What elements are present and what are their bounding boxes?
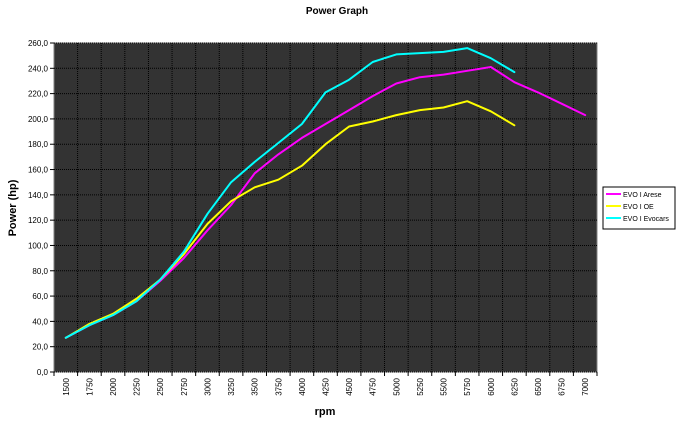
x-tick-label: 3750 bbox=[274, 377, 283, 395]
x-tick-label: 6250 bbox=[510, 377, 519, 395]
legend-label: EVO I OE bbox=[623, 204, 654, 211]
y-tick-label: 200,0 bbox=[28, 115, 49, 124]
series-line-evo-i-oe bbox=[64, 100, 516, 339]
legend: EVO I Arese EVO I OE EVO I Evocars bbox=[602, 186, 676, 230]
y-tick-label: 180,0 bbox=[28, 140, 49, 149]
x-tick-label: 4000 bbox=[298, 377, 307, 395]
x-tick-label: 1750 bbox=[85, 377, 94, 395]
x-tick-label: 4250 bbox=[322, 377, 331, 395]
x-tick-label: 1500 bbox=[62, 377, 71, 395]
x-tick-label: 6000 bbox=[487, 377, 496, 395]
x-tick-label: 2750 bbox=[180, 377, 189, 395]
x-tick-label: 4750 bbox=[369, 377, 378, 395]
y-tick-label: 120,0 bbox=[28, 216, 49, 225]
plot-area bbox=[53, 42, 598, 373]
y-tick-label: 160,0 bbox=[28, 166, 49, 175]
legend-label: EVO I Evocars bbox=[623, 216, 669, 223]
legend-label: EVO I Arese bbox=[623, 192, 662, 199]
y-tick-label: 100,0 bbox=[28, 241, 49, 250]
x-tick-label: 2250 bbox=[133, 377, 142, 395]
series-layer bbox=[64, 47, 587, 339]
x-axis-title: rpm bbox=[315, 406, 336, 418]
x-tick-label: 2000 bbox=[109, 377, 118, 395]
y-tick-label: 240,0 bbox=[28, 64, 49, 73]
y-tick-label: 220,0 bbox=[28, 90, 49, 99]
x-tick-label: 4500 bbox=[345, 377, 354, 395]
y-tick-label: 140,0 bbox=[28, 191, 49, 200]
x-tick-label: 3000 bbox=[203, 377, 212, 395]
x-tick-label: 6750 bbox=[558, 377, 567, 395]
x-tick-label: 2500 bbox=[156, 377, 165, 395]
x-tick-label: 7000 bbox=[581, 377, 590, 395]
y-axis-ticks: 0,0 20,0 40,0 60,0 80,0 100,0 120,0 140,0 160,0 1… bbox=[28, 39, 54, 377]
y-tick-label: 60,0 bbox=[32, 292, 48, 301]
x-tick-label: 5250 bbox=[416, 377, 425, 395]
x-tick-label: 3250 bbox=[227, 377, 236, 395]
x-tick-label: 5000 bbox=[392, 377, 401, 395]
x-tick-label: 5750 bbox=[463, 377, 472, 395]
y-axis-title: Power (hp) bbox=[7, 179, 19, 236]
x-tick-label: 6500 bbox=[534, 377, 543, 395]
chart-title: Power Graph bbox=[306, 6, 368, 17]
grid-layer bbox=[54, 42, 597, 373]
y-tick-label: 40,0 bbox=[32, 317, 48, 326]
x-axis-ticks: 1500 1750 2000 2250 2500 2750 3000 3250 3500 3750… bbox=[53, 372, 598, 396]
y-tick-label: 0,0 bbox=[37, 368, 49, 377]
series-line-evo-i-evocars bbox=[64, 47, 516, 339]
y-tick-label: 260,0 bbox=[28, 39, 49, 48]
x-tick-label: 3500 bbox=[251, 377, 260, 395]
x-tick-label: 5500 bbox=[440, 377, 449, 395]
y-tick-label: 80,0 bbox=[32, 267, 48, 276]
y-tick-label: 20,0 bbox=[32, 343, 48, 352]
